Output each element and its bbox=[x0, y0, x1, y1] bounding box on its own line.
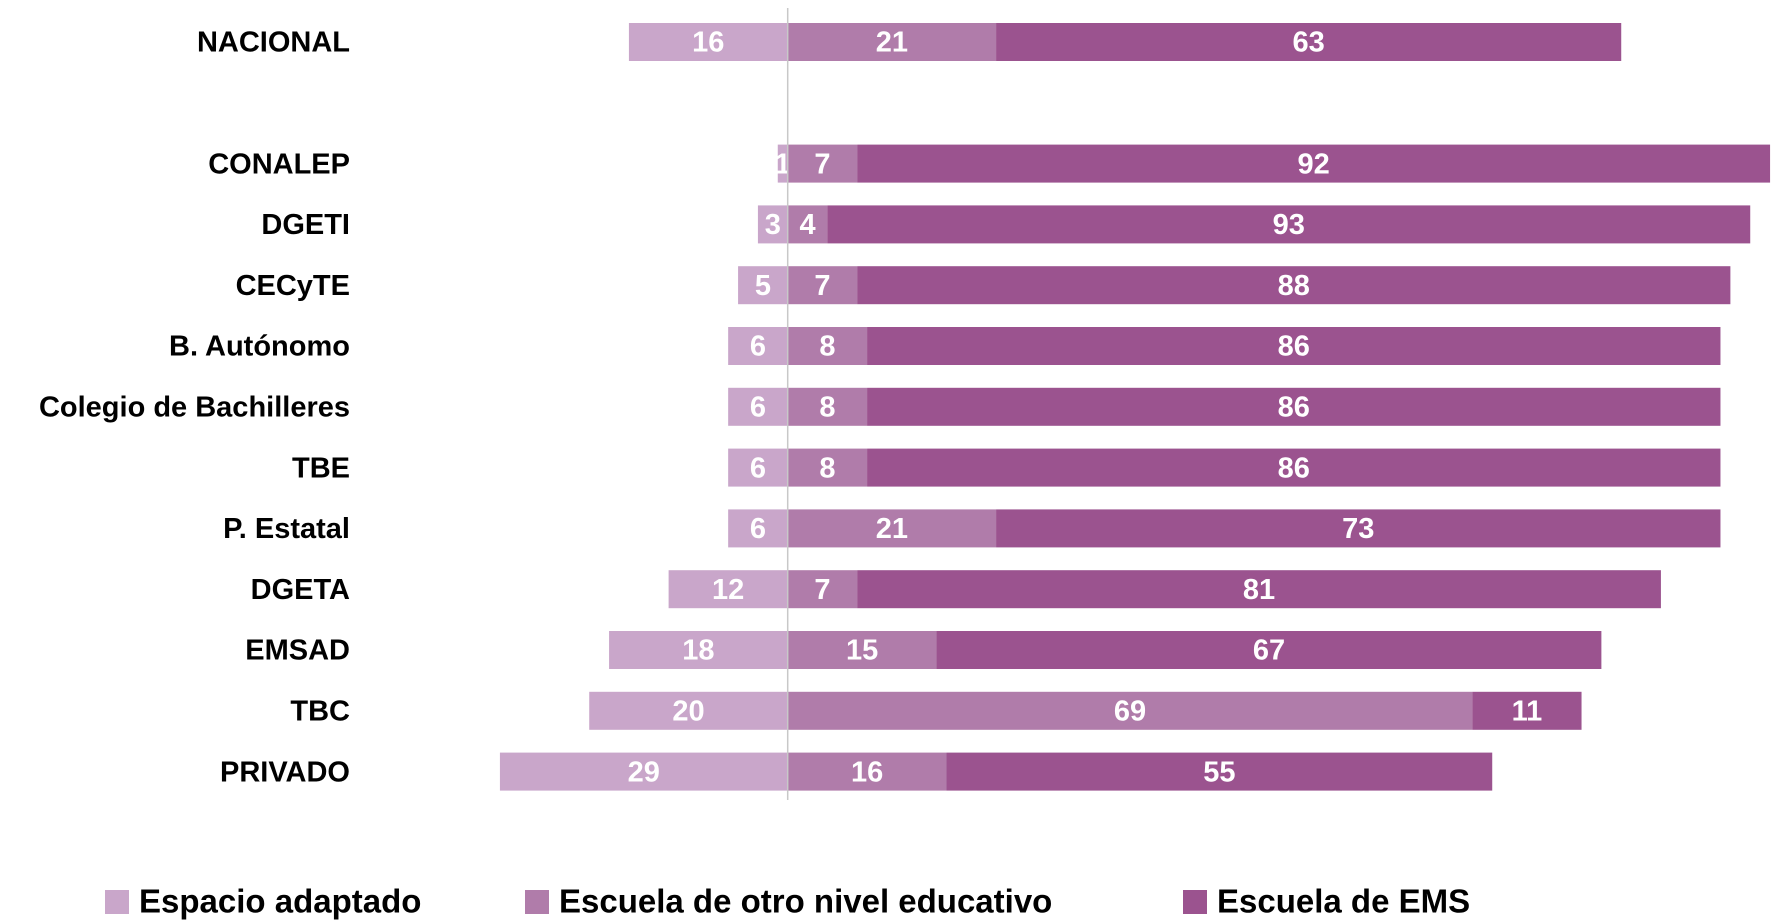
category-label: TBC bbox=[290, 695, 350, 727]
value-label: 1 bbox=[775, 148, 791, 180]
value-label: 63 bbox=[1293, 27, 1325, 59]
bar-segment bbox=[728, 387, 788, 426]
bar-segment bbox=[787, 570, 858, 609]
value-label: 18 bbox=[682, 635, 714, 667]
value-label: 16 bbox=[692, 27, 724, 59]
value-label: 8 bbox=[819, 391, 835, 423]
category-label: EMSAD bbox=[245, 635, 350, 667]
bar-segment bbox=[787, 144, 858, 183]
bar-segment bbox=[787, 691, 1473, 730]
bar-segment bbox=[777, 144, 788, 183]
value-label: 29 bbox=[628, 756, 660, 788]
value-label: 21 bbox=[876, 27, 908, 59]
bar-segment bbox=[827, 205, 1751, 244]
bar-segment bbox=[867, 448, 1721, 487]
value-label: 11 bbox=[1512, 695, 1543, 727]
value-label: 92 bbox=[1297, 148, 1329, 180]
value-label: 20 bbox=[672, 695, 704, 727]
value-label: 67 bbox=[1253, 635, 1285, 667]
legend-label: Espacio adaptado bbox=[139, 883, 421, 920]
bar-segment bbox=[757, 205, 788, 244]
value-label: 5 bbox=[755, 270, 771, 302]
bar-segment bbox=[787, 631, 937, 669]
bar-segment bbox=[628, 23, 788, 61]
value-label: 6 bbox=[750, 391, 766, 423]
bar-segment bbox=[609, 631, 788, 669]
category-label: P. Estatal bbox=[223, 513, 350, 545]
bar-segment bbox=[728, 448, 788, 487]
value-label: 8 bbox=[819, 452, 835, 484]
value-label: 6 bbox=[750, 331, 766, 363]
value-label: 86 bbox=[1278, 391, 1310, 423]
value-label: 16 bbox=[851, 756, 883, 788]
value-label: 86 bbox=[1278, 452, 1310, 484]
bar-segment bbox=[728, 327, 788, 365]
value-label: 88 bbox=[1278, 270, 1310, 302]
bar-segment bbox=[787, 752, 947, 791]
bar-segment bbox=[946, 752, 1493, 791]
category-label: TBE bbox=[292, 452, 350, 484]
value-label: 69 bbox=[1114, 695, 1146, 727]
bar-segment bbox=[787, 387, 868, 426]
value-label: 93 bbox=[1273, 209, 1305, 241]
bar-segment bbox=[787, 448, 868, 487]
value-label: 73 bbox=[1342, 513, 1374, 545]
value-label: 12 bbox=[712, 574, 744, 606]
legend-label: Escuela de EMS bbox=[1217, 883, 1470, 920]
bar-segment bbox=[867, 387, 1721, 426]
bar-segment bbox=[1472, 691, 1582, 730]
bar-segment bbox=[787, 205, 828, 244]
category-label: CECyTE bbox=[236, 270, 350, 302]
value-label: 6 bbox=[750, 452, 766, 484]
bar-segment bbox=[499, 752, 788, 791]
bar-segment bbox=[787, 327, 868, 365]
value-label: 7 bbox=[814, 574, 830, 606]
category-label: NACIONAL bbox=[197, 27, 350, 59]
bar-segment bbox=[996, 509, 1721, 548]
bar-segment bbox=[787, 23, 997, 61]
bar-segment bbox=[668, 570, 788, 609]
legend-swatch bbox=[525, 890, 549, 914]
value-label: 81 bbox=[1243, 574, 1275, 606]
value-label: 3 bbox=[765, 209, 781, 241]
legend-label: Escuela de otro nivel educativo bbox=[559, 883, 1052, 920]
value-label: 8 bbox=[819, 331, 835, 363]
legend-swatch bbox=[1183, 890, 1207, 914]
bar-segment bbox=[857, 570, 1661, 609]
bar-segment bbox=[867, 327, 1721, 365]
value-label: 21 bbox=[876, 513, 908, 545]
bar-segment bbox=[996, 23, 1622, 61]
category-label: DGETI bbox=[261, 209, 350, 241]
value-label: 86 bbox=[1278, 331, 1310, 363]
bar-segment bbox=[728, 509, 788, 548]
category-label: DGETA bbox=[251, 574, 350, 606]
bar-segment bbox=[787, 266, 858, 305]
bar-segment bbox=[936, 631, 1602, 669]
bar-segment bbox=[589, 691, 788, 730]
category-label: PRIVADO bbox=[220, 756, 350, 788]
value-label: 7 bbox=[814, 148, 830, 180]
bar-segment bbox=[787, 509, 997, 548]
category-label: Colegio de Bachilleres bbox=[39, 391, 350, 423]
value-label: 4 bbox=[799, 209, 815, 241]
legend-swatch bbox=[105, 890, 129, 914]
category-label: B. Autónomo bbox=[169, 331, 350, 363]
value-label: 15 bbox=[846, 635, 878, 667]
value-label: 7 bbox=[814, 270, 830, 302]
bar-segment bbox=[857, 266, 1731, 305]
bar-segment bbox=[857, 144, 1771, 183]
value-label: 55 bbox=[1203, 756, 1235, 788]
bar-segment bbox=[738, 266, 788, 305]
category-label: CONALEP bbox=[208, 148, 350, 180]
value-label: 6 bbox=[750, 513, 766, 545]
